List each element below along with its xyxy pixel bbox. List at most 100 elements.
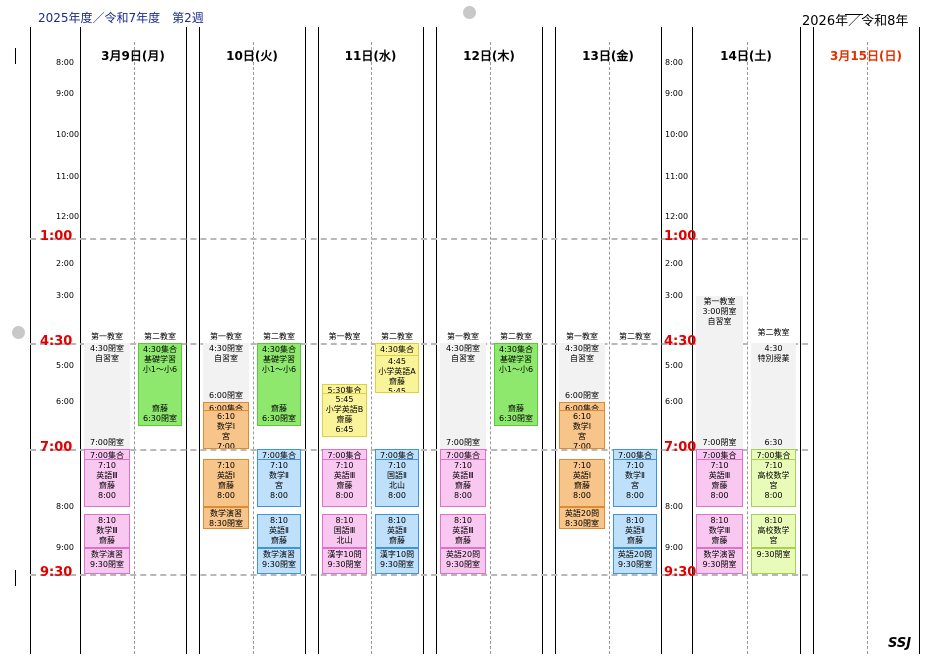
event-text: 特別授業	[757, 354, 790, 363]
time-label-right-3: 11:00	[665, 172, 689, 181]
event-end-label: 6:30閉室	[262, 413, 296, 423]
event-block: 4:30閉室 自習室 7:00閉室	[84, 343, 130, 449]
event-text: 8:10	[764, 515, 783, 525]
event-end-label: 齋藤	[152, 403, 168, 413]
time-label-left-8: 6:00	[56, 397, 74, 406]
event-block: 7:10 英語Ⅲ 齋藤 8:00	[440, 458, 486, 507]
room-label-second: 第二教室	[619, 332, 651, 341]
event-text: 4:45	[388, 356, 406, 366]
event-text: 8:00	[764, 490, 783, 500]
event-text: 数学Ⅰ	[216, 421, 236, 431]
event-text: 国語Ⅱ	[387, 470, 407, 480]
event-block: 8:10英語Ⅱ齋藤9:00	[613, 513, 657, 548]
event-text: 4:30集合	[499, 345, 533, 354]
punch-hole-left-icon	[12, 326, 25, 339]
event-end-label: 齋藤	[271, 403, 287, 413]
time-label-right-9: 8:00	[665, 502, 683, 511]
time-label-left-0: 8:00	[56, 58, 74, 67]
day-header-6: 3月15日(日)	[829, 49, 903, 63]
corner-mark-top-left	[15, 48, 16, 64]
event-text: 8:00	[388, 490, 406, 500]
event-text: 齋藤	[336, 415, 353, 424]
event-text: 英語20問	[445, 550, 481, 559]
grid-line-5	[318, 27, 319, 654]
event-text: 第一教室	[703, 297, 736, 306]
event-text: 小1～小6	[261, 365, 297, 374]
event-text: 北山	[336, 535, 353, 545]
event-text: 齋藤	[271, 535, 287, 545]
event-block: 7:10 英語Ⅲ 齋藤 8:00	[84, 458, 130, 507]
grid-line-10	[661, 27, 662, 654]
event-text: 8:30閉室	[565, 519, 599, 528]
room-label-second: 第二教室	[500, 332, 532, 341]
grid-line-0	[30, 27, 31, 654]
event-text: 4:30集合	[380, 345, 414, 354]
grid-line-11	[692, 27, 693, 654]
event-text: 8:10	[335, 515, 354, 525]
event-text: 7:00集合	[90, 451, 124, 460]
room-label-first: 第一教室	[566, 332, 598, 341]
event-end-label: 6:30閉室	[143, 413, 177, 423]
event-text: 齋藤	[455, 535, 471, 545]
event-text: 数学演習	[210, 509, 242, 518]
event-text: 齋藤	[218, 480, 234, 490]
time-label-right-6: 3:00	[665, 291, 683, 300]
event-text: 8:10	[626, 515, 644, 525]
time-label-right-10: 9:00	[665, 543, 683, 552]
major-time-right-3: 9:30	[664, 565, 697, 580]
event-text: 小学英語A	[378, 366, 416, 376]
event-text: 9:00	[697, 546, 742, 547]
event-text: 8:00	[626, 490, 644, 500]
event-text: 自習室	[570, 354, 594, 363]
event-text: 数学演習	[703, 550, 736, 559]
event-text: 英語Ⅱ	[387, 525, 407, 535]
event-text: 7:10	[388, 460, 406, 470]
time-label-right-1: 9:00	[665, 89, 683, 98]
grid-line-8	[542, 27, 543, 654]
event-end-label: 7:00閉室	[446, 438, 480, 447]
event-text: 4:30集合	[262, 345, 296, 354]
event-text: 数学Ⅱ	[269, 470, 289, 480]
grid-line-6	[423, 27, 424, 654]
event-block: 数学演習 9:30閉室	[696, 548, 743, 574]
room-label-second: 第二教室	[144, 332, 176, 341]
event-text: 9:00	[258, 546, 300, 547]
day-header-0: 3月9日(月)	[101, 49, 165, 63]
major-time-line-1	[30, 343, 808, 345]
event-text: 高校数学	[757, 470, 790, 480]
event-text: 数学演習	[263, 550, 295, 559]
event-text: 9:30閉室	[756, 550, 791, 559]
time-label-left-3: 11:00	[56, 172, 80, 181]
time-label-left-7: 5:00	[56, 361, 74, 370]
event-end-label: 齋藤	[508, 403, 524, 413]
grid-line-1	[80, 27, 81, 654]
event-text: 6:10	[573, 411, 591, 421]
event-text: 英語Ⅲ	[333, 470, 356, 480]
event-text: 4:30閉室	[565, 344, 599, 353]
event-text: 6:00集合	[209, 404, 243, 413]
event-block: 数学演習 8:30閉室	[203, 507, 249, 529]
grid-line-14	[919, 27, 920, 654]
grid-line-4	[305, 27, 306, 654]
event-end-label: 6:30	[764, 438, 783, 447]
event-text: 漢字10問	[327, 550, 362, 559]
event-text: 英語Ⅱ	[625, 525, 645, 535]
major-time-line-3	[30, 574, 808, 576]
day-header-3: 12日(木)	[463, 49, 515, 63]
event-block: 7:10 数学Ⅱ 宮 8:00	[257, 458, 301, 507]
event-end-label: 7:00閉室	[702, 438, 737, 447]
event-text: 数学Ⅲ	[708, 525, 731, 535]
event-text: 英語Ⅲ	[452, 525, 474, 535]
day-divider-4	[609, 42, 610, 654]
event-block: 8:10数学Ⅲ齋藤9:00	[84, 513, 130, 548]
event-block: 7:10 英語Ⅰ 齋藤 8:00	[559, 458, 605, 507]
event-block: 4:45 小学英語A 齋藤 5:45	[375, 354, 419, 393]
time-label-right-7: 5:00	[665, 361, 683, 370]
event-text: 9:00	[85, 546, 129, 547]
event-text: 基礎学習	[500, 355, 532, 364]
event-text: 8:00	[454, 490, 472, 500]
event-block: 英語20問 9:30閉室	[613, 548, 657, 574]
event-text: 国語Ⅲ	[333, 525, 356, 535]
event-text: 齋藤	[627, 535, 643, 545]
event-text: 宮	[631, 480, 639, 490]
